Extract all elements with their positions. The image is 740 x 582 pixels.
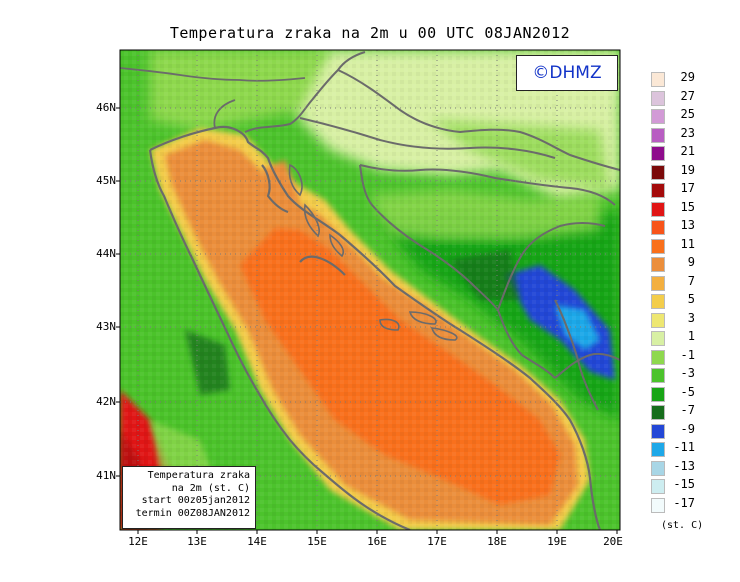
legend-swatch (651, 442, 665, 457)
legend-swatch (651, 349, 665, 365)
color-legend: 29 27 25 23 21 19 17 15 13 11 9 7 5 3 1 -1 -3 -5 -7 -9 -11 -1… (651, 70, 740, 513)
axis-ticks (116, 107, 618, 534)
lon-label-20e: 20E (603, 535, 623, 548)
legend-swatch (651, 238, 665, 254)
legend-label: 7 (687, 273, 695, 288)
legend-label: -3 (680, 366, 695, 380)
legend-label: -7 (680, 403, 695, 417)
country-borders (244, 51, 620, 411)
legend-label: -15 (673, 477, 695, 491)
legend-swatch (651, 164, 665, 180)
legend-swatch (651, 386, 665, 402)
legend-label: 1 (687, 329, 695, 343)
info-line-4: termin 00Z08JAN2012 (135, 507, 250, 519)
legend-swatch (651, 312, 665, 328)
legend-label: 3 (687, 310, 695, 325)
legend-swatch (651, 368, 665, 383)
legend-swatch (651, 405, 665, 420)
legend-swatch (651, 423, 665, 439)
legend-label: 19 (680, 162, 695, 177)
lon-label-15e: 15E (307, 535, 327, 548)
legend-label: -17 (673, 495, 695, 510)
italy-borders (120, 67, 306, 129)
dhmz-logo: ©DHMZ (516, 55, 618, 91)
legend-label: 15 (680, 199, 695, 214)
legend-label: 5 (687, 292, 695, 306)
legend-swatch (651, 146, 665, 161)
map-frame (119, 49, 621, 531)
legend-swatch (651, 479, 665, 494)
lon-label-19e: 19E (547, 535, 567, 548)
lon-label-18e: 18E (487, 535, 507, 548)
coastline (148, 125, 602, 530)
lat-label-45n: 45N (96, 174, 116, 187)
lat-label-44n: 44N (96, 247, 116, 260)
forecast-info-box: Temperatura zraka na 2m (st. C) start 00… (122, 466, 256, 529)
legend-label: 17 (680, 181, 695, 195)
legend-swatch (651, 201, 665, 217)
lon-label-17e: 17E (427, 535, 447, 548)
legend-label: 29 (680, 70, 695, 84)
info-line-1: Temperatura zraka (147, 470, 250, 481)
lon-label-14e: 14E (247, 535, 267, 548)
info-line-2: na 2m (st. C) (171, 482, 250, 494)
lat-label-46n: 46N (96, 101, 116, 114)
legend-label: -11 (673, 440, 695, 454)
legend-label: -13 (673, 458, 695, 473)
lon-label-13e: 13E (187, 535, 207, 548)
legend-label: -1 (680, 347, 695, 362)
legend-swatch (651, 90, 665, 106)
legend-label: 11 (680, 236, 695, 251)
legend-swatch (651, 331, 665, 346)
legend-swatch (651, 460, 665, 476)
legend-label: 9 (687, 255, 695, 269)
legend-units: (st. C) (661, 520, 704, 531)
info-line-3: start 00z05jan2012 (141, 495, 250, 506)
legend-swatch (651, 294, 665, 309)
legend-label: 23 (680, 125, 695, 140)
lat-label-41n: 41N (96, 469, 116, 482)
legend-swatch (651, 497, 665, 513)
legend-label: 21 (680, 144, 695, 158)
legend-label: 25 (680, 107, 695, 121)
legend-label: 13 (680, 218, 695, 232)
legend-label: -5 (680, 384, 695, 399)
legend-label: -9 (680, 421, 695, 436)
legend-swatch (651, 109, 665, 124)
graticule (120, 50, 620, 530)
lat-label-43n: 43N (96, 320, 116, 333)
legend-swatch (651, 183, 665, 198)
legend-swatch (651, 257, 665, 272)
map-title: Temperatura zraka na 2m u 00 UTC 08JAN20… (169, 24, 571, 42)
legend-label: 27 (680, 88, 695, 103)
legend-swatch (651, 275, 665, 291)
lat-label-42n: 42N (96, 395, 116, 408)
legend-swatch (651, 220, 665, 235)
legend-swatch (651, 72, 665, 87)
islands (288, 163, 458, 341)
legend-swatch (651, 127, 665, 143)
lon-label-16e: 16E (367, 535, 387, 548)
lon-label-12e: 12E (128, 535, 148, 548)
